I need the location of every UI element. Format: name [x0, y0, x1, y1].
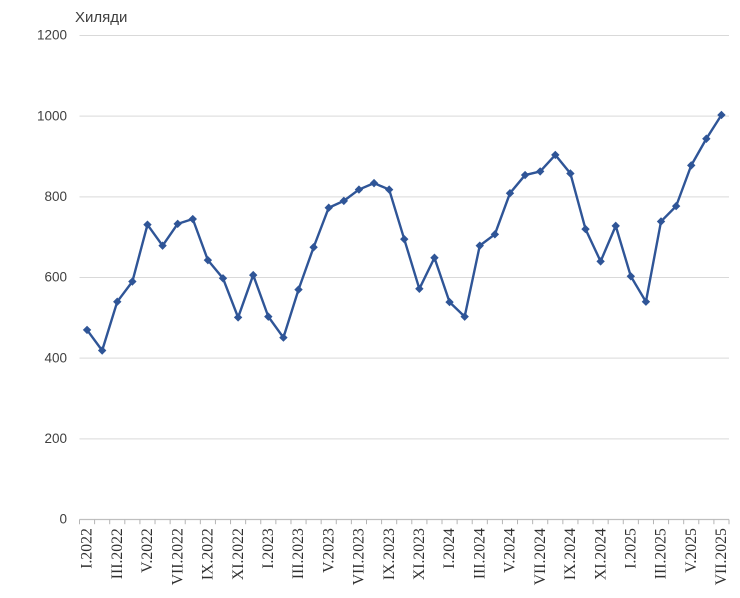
svg-text:VII.2023: VII.2023 — [351, 528, 368, 585]
svg-text:1000: 1000 — [37, 108, 67, 123]
svg-text:III.2025: III.2025 — [653, 528, 670, 579]
svg-text:XI.2022: XI.2022 — [230, 528, 247, 580]
svg-text:III.2024: III.2024 — [471, 528, 488, 579]
svg-text:IX.2022: IX.2022 — [200, 528, 217, 580]
svg-text:III.2022: III.2022 — [109, 528, 126, 579]
svg-text:I.2022: I.2022 — [79, 528, 96, 569]
svg-text:V.2022: V.2022 — [139, 528, 156, 573]
svg-text:VII.2022: VII.2022 — [169, 528, 186, 585]
svg-text:V.2023: V.2023 — [320, 528, 337, 573]
svg-text:0: 0 — [59, 512, 67, 527]
svg-text:IX.2024: IX.2024 — [562, 528, 579, 580]
svg-text:IX.2023: IX.2023 — [381, 528, 398, 580]
svg-text:III.2023: III.2023 — [290, 528, 307, 579]
svg-text:XI.2023: XI.2023 — [411, 528, 428, 580]
svg-text:800: 800 — [44, 189, 67, 204]
svg-text:VII.2024: VII.2024 — [532, 528, 549, 585]
svg-text:V.2025: V.2025 — [683, 528, 700, 573]
svg-text:I.2023: I.2023 — [260, 528, 277, 569]
svg-text:I.2025: I.2025 — [623, 528, 640, 569]
svg-text:1200: 1200 — [37, 28, 67, 43]
svg-text:XI.2024: XI.2024 — [592, 528, 609, 580]
svg-text:I.2024: I.2024 — [441, 528, 458, 569]
svg-text:VII.2025: VII.2025 — [713, 528, 730, 585]
svg-text:Хиляди: Хиляди — [75, 9, 127, 26]
svg-text:600: 600 — [44, 270, 67, 285]
svg-text:200: 200 — [44, 431, 67, 446]
svg-text:400: 400 — [44, 350, 67, 365]
svg-text:V.2024: V.2024 — [502, 528, 519, 573]
